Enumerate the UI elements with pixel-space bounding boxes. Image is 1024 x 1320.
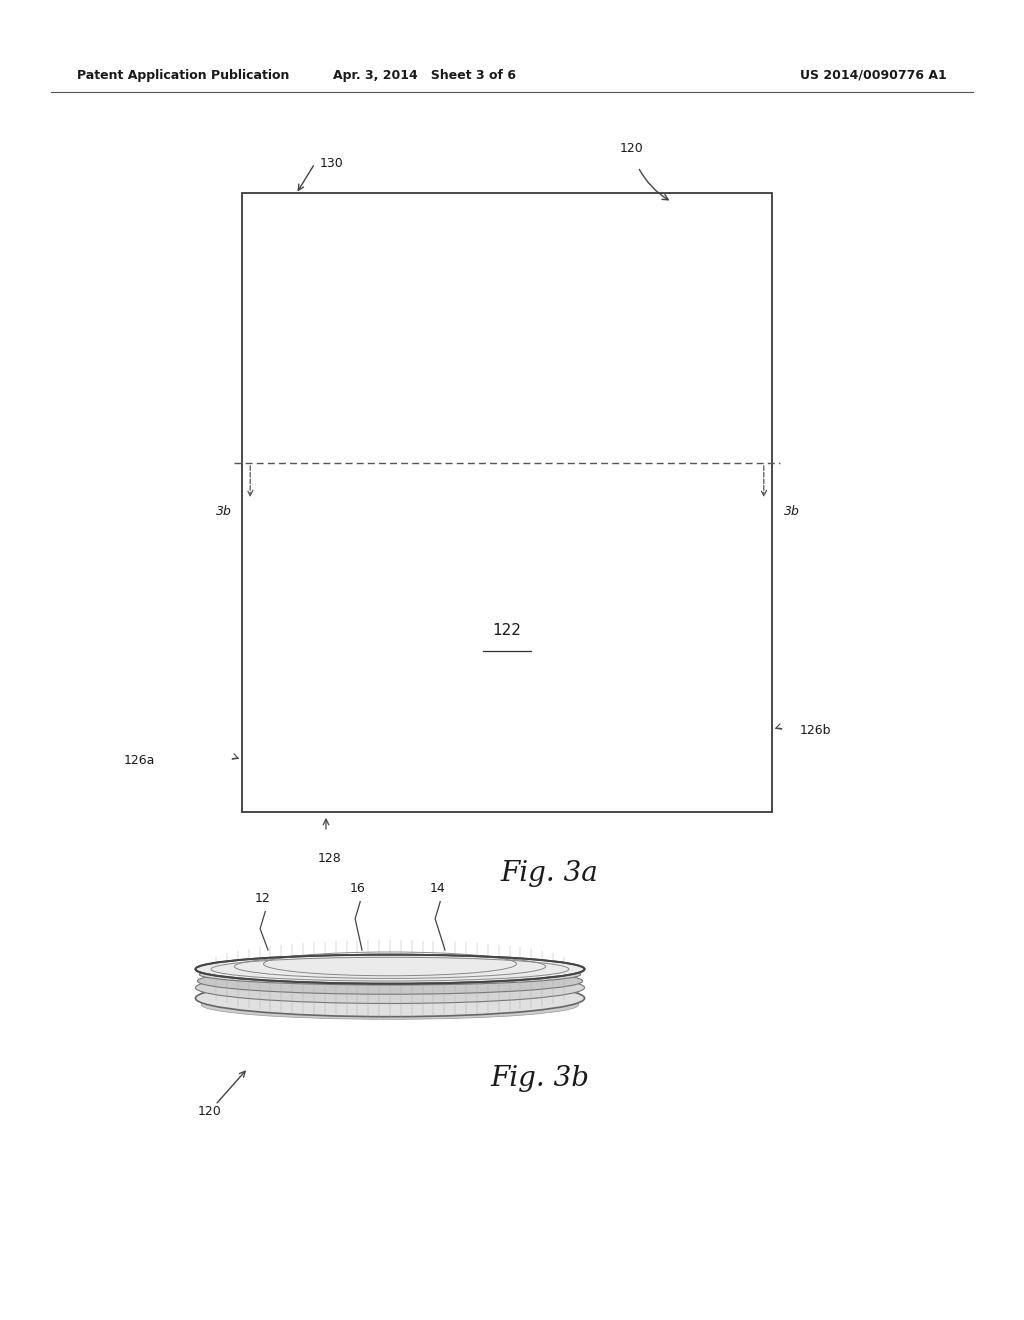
Text: Apr. 3, 2014   Sheet 3 of 6: Apr. 3, 2014 Sheet 3 of 6 xyxy=(334,69,516,82)
Text: US 2014/0090776 A1: US 2014/0090776 A1 xyxy=(801,69,947,82)
Text: 12: 12 xyxy=(255,892,270,906)
Text: 122: 122 xyxy=(493,623,521,639)
Text: 120: 120 xyxy=(620,143,644,154)
Ellipse shape xyxy=(196,972,585,1003)
Ellipse shape xyxy=(198,968,583,994)
Text: 126b: 126b xyxy=(800,723,831,737)
Ellipse shape xyxy=(202,960,579,975)
Text: Fig. 3a: Fig. 3a xyxy=(500,861,598,887)
Text: 16: 16 xyxy=(350,882,366,895)
Text: 14: 14 xyxy=(430,882,445,895)
Text: Patent Application Publication: Patent Application Publication xyxy=(77,69,289,82)
Text: 3b: 3b xyxy=(216,506,232,519)
Ellipse shape xyxy=(202,986,579,1015)
Ellipse shape xyxy=(196,954,585,983)
Text: 3b: 3b xyxy=(784,506,800,519)
Ellipse shape xyxy=(202,974,579,1003)
Ellipse shape xyxy=(196,979,585,1016)
Ellipse shape xyxy=(202,978,579,1007)
Ellipse shape xyxy=(202,982,579,1011)
Text: Fig. 3b: Fig. 3b xyxy=(490,1065,589,1092)
Ellipse shape xyxy=(202,990,579,1019)
Ellipse shape xyxy=(200,964,581,985)
Text: 130: 130 xyxy=(319,157,344,170)
Text: 126a: 126a xyxy=(124,754,155,767)
Bar xyxy=(242,193,772,812)
Text: 128: 128 xyxy=(318,851,342,865)
Text: 120: 120 xyxy=(198,1105,222,1118)
